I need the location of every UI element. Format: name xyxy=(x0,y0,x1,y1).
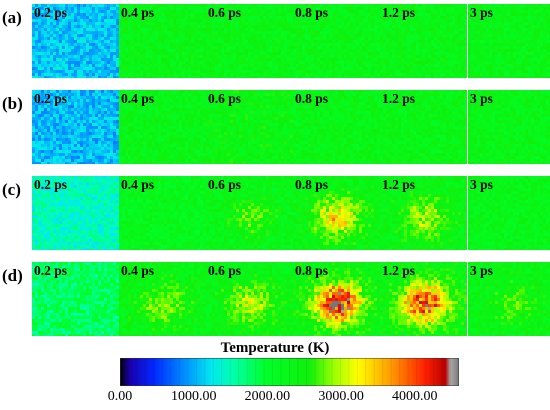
snapshot-panel: 3 ps xyxy=(468,262,550,336)
snapshot-panel: 0.2 ps xyxy=(32,4,119,78)
temperature-map xyxy=(468,4,550,78)
colorbar-tick-label: 3000.00 xyxy=(318,389,364,404)
time-label: 1.2 ps xyxy=(382,263,416,278)
temperature-map xyxy=(119,4,206,78)
time-label: 3 ps xyxy=(470,5,493,20)
temperature-map xyxy=(32,90,119,164)
snapshot-panel: 0.8 ps xyxy=(293,262,380,336)
colorbar-tick-label: 2000.00 xyxy=(244,389,291,404)
time-label: 1.2 ps xyxy=(382,5,416,20)
time-label: 0.4 ps xyxy=(121,263,155,278)
time-label: 0.4 ps xyxy=(121,5,155,20)
temperature-map xyxy=(293,90,380,164)
temperature-map xyxy=(206,262,293,336)
time-label: 1.2 ps xyxy=(382,91,416,106)
colorbar-tick-label: 4000.00 xyxy=(392,389,438,404)
time-label: 0.2 ps xyxy=(34,177,68,192)
time-label: 0.4 ps xyxy=(121,177,155,192)
snapshot-panel: 3 ps xyxy=(468,4,550,78)
temperature-map xyxy=(468,176,550,250)
temperature-map xyxy=(380,4,467,78)
time-label: 0.4 ps xyxy=(121,91,155,106)
temperature-map xyxy=(119,262,206,336)
snapshot-panel: 0.4 ps xyxy=(119,90,206,164)
temperature-map xyxy=(468,90,550,164)
temperature-map xyxy=(32,4,119,78)
temperature-map xyxy=(293,176,380,250)
time-label: 0.2 ps xyxy=(34,91,68,106)
snapshot-panel: 0.4 ps xyxy=(119,4,206,78)
temperature-map xyxy=(119,90,206,164)
snapshot-panel: 0.6 ps xyxy=(206,90,293,164)
temperature-map xyxy=(293,4,380,78)
colorbar-title: Temperature (K) xyxy=(220,340,330,356)
temperature-map xyxy=(468,262,550,336)
time-label: 0.8 ps xyxy=(295,5,329,20)
snapshot-panel: 0.2 ps xyxy=(32,262,119,336)
temperature-map xyxy=(380,90,467,164)
time-label: 0.8 ps xyxy=(295,177,329,192)
time-label: 0.2 ps xyxy=(34,5,68,20)
snapshot-panel: 0.4 ps xyxy=(119,176,206,250)
temperature-map xyxy=(380,262,467,336)
time-label: 1.2 ps xyxy=(382,177,416,192)
snapshot-panel: 0.6 ps xyxy=(206,4,293,78)
snapshot-panel: 1.2 ps xyxy=(380,90,467,164)
colorbar-tick-label: 0.00 xyxy=(107,389,133,404)
snapshot-panel: 1.2 ps xyxy=(380,176,467,250)
time-label: 0.8 ps xyxy=(295,263,329,278)
time-label: 0.6 ps xyxy=(208,263,242,278)
temperature-map xyxy=(32,262,119,336)
temperature-map xyxy=(380,176,467,250)
snapshot-panel: 0.4 ps xyxy=(119,262,206,336)
time-label: 0.8 ps xyxy=(295,91,329,106)
row-label: (c) xyxy=(2,180,21,199)
snapshot-panel: 1.2 ps xyxy=(380,262,467,336)
snapshot-panel: 0.2 ps xyxy=(32,176,119,250)
temperature-map xyxy=(293,262,380,336)
temperature-map xyxy=(206,4,293,78)
time-label: 3 ps xyxy=(470,177,493,192)
colorbar xyxy=(120,358,459,386)
time-label: 3 ps xyxy=(470,91,493,106)
temperature-map xyxy=(119,176,206,250)
temperature-map xyxy=(206,90,293,164)
row-label: (a) xyxy=(2,8,22,27)
colorbar-tick-label: 1000.00 xyxy=(170,389,217,404)
snapshot-panel: 0.2 ps xyxy=(32,90,119,164)
snapshot-panel: 1.2 ps xyxy=(380,4,467,78)
snapshot-panel: 3 ps xyxy=(468,176,550,250)
time-label: 3 ps xyxy=(470,263,493,278)
temperature-map xyxy=(206,176,293,250)
snapshot-panel: 0.8 ps xyxy=(293,176,380,250)
temperature-map xyxy=(32,176,119,250)
snapshot-panel: 0.6 ps xyxy=(206,176,293,250)
row-label: (b) xyxy=(2,94,23,113)
time-label: 0.6 ps xyxy=(208,177,242,192)
time-label: 0.2 ps xyxy=(34,263,68,278)
time-label: 0.6 ps xyxy=(208,91,242,106)
snapshot-panel: 3 ps xyxy=(468,90,550,164)
snapshot-panel: 0.8 ps xyxy=(293,4,380,78)
row-label: (d) xyxy=(2,266,23,285)
snapshot-panel: 0.6 ps xyxy=(206,262,293,336)
time-label: 0.6 ps xyxy=(208,5,242,20)
snapshot-panel: 0.8 ps xyxy=(293,90,380,164)
